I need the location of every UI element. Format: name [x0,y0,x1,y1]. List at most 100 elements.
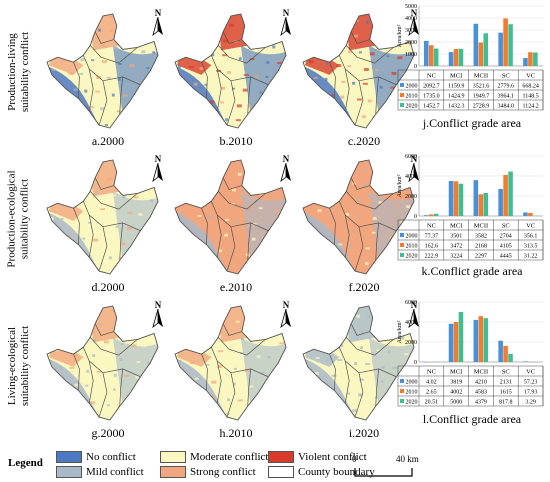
bar-2020-VC [533,52,538,66]
bar-2020-SC [508,171,513,216]
series-swatch [400,399,404,403]
data-label: 3.29 [525,400,536,406]
bar-2000-MCII [473,180,479,216]
category-label: NC [427,223,436,230]
y-tick-label: 5000 [405,4,417,10]
county-outline [46,159,159,275]
bar-2000-VC [523,361,528,362]
series-name: 2020 [406,400,418,406]
data-label: 4583 [475,390,487,396]
north-arrow-icon [152,163,163,182]
county-outline [302,159,415,275]
data-label: 162.6 [425,244,439,250]
category-label: NC [427,369,436,376]
north-arrow-icon [408,17,419,36]
bar-2020-NC [433,213,439,216]
bar-2020-MCI [458,48,464,66]
chart-j-title: j.Conflict grade area [422,116,522,130]
county-outline [46,305,159,421]
data-label: 817.8 [499,400,513,406]
data-label: 2.65 [426,390,437,396]
y-tick-label: 3000 [405,28,417,34]
legend: Legend No conflict Mild conflict Moderat… [0,448,550,482]
y-tick-label: 2000 [405,40,417,46]
y-tick-label: 4000 [405,16,417,22]
data-label: 4002 [450,390,462,396]
data-label: 1949.7 [473,94,490,100]
bar-2010-VC [528,52,533,66]
map-caption: a.2000 [91,134,125,148]
north-arrow: N [278,8,294,36]
map-caption: g.2000 [91,426,125,440]
chart-l-title: l.Conflict grade area [422,412,522,426]
data-label: 17.93 [524,390,538,396]
data-label: 31.22 [524,254,538,260]
bar-2000-SC [498,340,503,362]
data-label: 3582 [475,234,487,240]
series-name: 2010 [406,94,418,100]
series-swatch [400,83,404,87]
north-arrow-icon [408,309,419,328]
data-label: 3964.1 [498,94,515,100]
bar-2020-MCI [458,183,464,216]
region-map [174,305,287,421]
category-label: SC [502,223,510,230]
north-arrow: N [406,300,422,328]
legend-swatch [56,466,82,478]
legend-item-strong-conflict: Strong conflict [160,466,256,478]
y-tick-label: 4000 [405,174,417,180]
bar-2020-SC [508,353,513,362]
legend-label: Moderate conflict [190,451,269,463]
data-label: 1735.0 [423,94,440,100]
north-arrow: N [278,154,294,182]
data-label: 2728.9 [473,104,490,110]
legend-swatch [268,466,294,478]
bar-2020-MCII [483,33,489,66]
y-tick-label: 4000 [405,320,417,326]
data-label: 3819 [450,380,462,386]
category-label: MCII [474,73,488,80]
data-label: 2131 [500,380,512,386]
data-label: 20.51 [425,400,439,406]
data-label: 313.5 [524,244,538,250]
map-caption: i.2020 [348,426,380,440]
data-label: 4105 [500,244,512,250]
legend-title: Legend [8,457,43,469]
bar-2020-SC [508,24,513,66]
north-label: N [410,300,418,310]
y-tick-label: 6000 [405,300,417,306]
y-tick-label: 2000 [405,340,417,346]
bar-2010-VC [528,212,533,216]
category-label: MCII [474,223,488,230]
row-label-production-ecological: Production-ecological suitability confli… [2,155,36,283]
y-axis-label: Area/km² [397,174,403,197]
y-axis-label: Area/km² [397,320,403,343]
category-label: MCI [450,223,462,230]
data-label: 4379 [475,400,487,406]
county-outline [302,305,415,421]
north-label: N [154,8,162,18]
data-label: 3472 [450,244,462,250]
data-label: 57.23 [524,380,538,386]
bar-2000-NC [423,40,429,66]
chart-l-svg: Area/km² 0 2000 4000 6000 NC MCI MCII SC VC 2000 4.… [397,300,544,407]
north-label: N [282,300,290,310]
row-label-text: Production-ecological suitability confli… [6,170,32,268]
category-label: VC [526,223,535,230]
legend-item-mild-conflict: Mild conflict [56,466,144,478]
north-arrow: N [278,300,294,328]
y-tick-label: 2000 [405,194,417,200]
county-outline [174,159,287,275]
north-arrow-icon [280,17,291,36]
bar-2000-VC [523,57,528,66]
bar-2010-SC [503,345,508,362]
north-arrow: N [150,8,166,36]
scale-start: 0 [352,454,357,464]
map-caption: b.2010 [219,134,253,148]
row-label-living-ecological: Living-ecological suitability conflict [2,302,36,430]
bar-2010-NC [428,45,434,66]
region-map [46,305,159,421]
region-map [46,13,159,129]
